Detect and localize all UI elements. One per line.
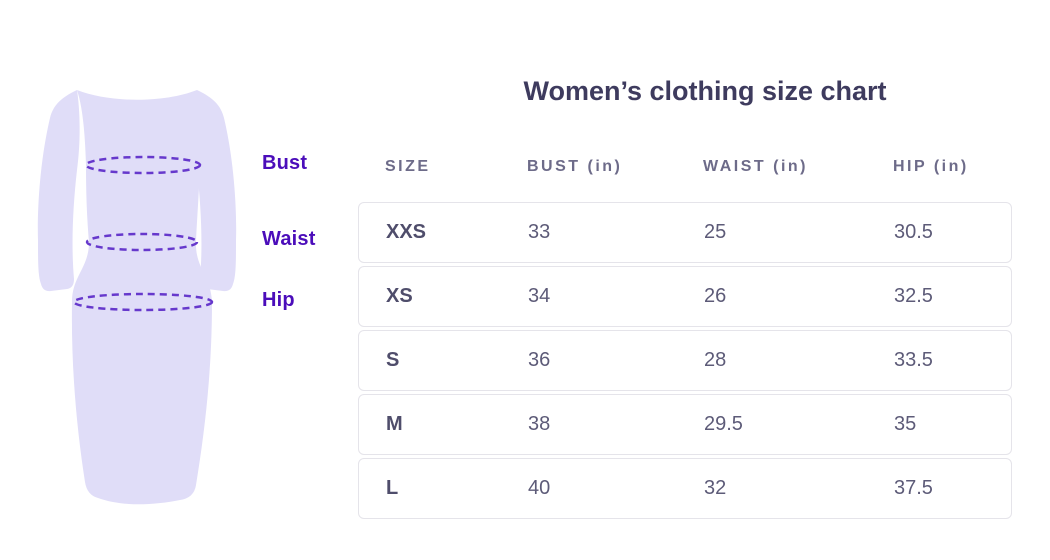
hip-measure-ellipse: [72, 292, 214, 312]
hip-cell: 33.5: [894, 349, 933, 371]
waist-cell: 25: [704, 221, 727, 243]
size-cell: XS: [386, 285, 413, 307]
header-waist: WAIST (in): [703, 158, 808, 175]
size-cell: L: [386, 477, 399, 499]
waist-cell: 28: [704, 349, 727, 371]
table-row: M 38 29.5 35: [358, 394, 1012, 455]
header-hip: HIP (in): [893, 158, 969, 175]
waist-cell: 32: [704, 477, 727, 499]
header-bust: BUST (in): [527, 158, 623, 175]
size-table-body: XXS 33 25 30.5 XS 34 26 32.5 S 36 28 33.…: [358, 202, 1012, 522]
dress-left-sleeve: [37, 90, 80, 292]
bust-label: Bust: [262, 152, 308, 174]
hip-cell: 35: [894, 413, 917, 435]
page-title: Women’s clothing size chart: [523, 76, 887, 106]
hip-cell: 37.5: [894, 477, 933, 499]
bust-cell: 33: [528, 221, 551, 243]
size-cell: XXS: [386, 221, 427, 243]
table-row: XXS 33 25 30.5: [358, 202, 1012, 263]
size-cell: S: [386, 349, 400, 371]
hip-cell: 32.5: [894, 285, 933, 307]
bust-measure-ellipse: [84, 155, 202, 175]
bust-cell: 40: [528, 477, 551, 499]
hip-cell: 30.5: [894, 221, 933, 243]
header-size: SIZE: [385, 158, 431, 175]
waist-cell: 29.5: [704, 413, 743, 435]
bust-cell: 34: [528, 285, 551, 307]
waist-measure-ellipse: [85, 232, 199, 252]
size-cell: M: [386, 413, 403, 435]
bust-cell: 36: [528, 349, 551, 371]
hip-label: Hip: [262, 289, 295, 311]
dress-body-silhouette: [71, 90, 212, 505]
size-table-header: SIZE BUST (in) WAIST (in) HIP (in): [358, 158, 1012, 176]
table-row: L 40 32 37.5: [358, 458, 1012, 519]
table-row: XS 34 26 32.5: [358, 266, 1012, 327]
dress-right-sleeve: [194, 90, 237, 292]
waist-cell: 26: [704, 285, 727, 307]
waist-label: Waist: [262, 228, 316, 250]
bust-cell: 38: [528, 413, 551, 435]
table-row: S 36 28 33.5: [358, 330, 1012, 391]
dress-illustration: [37, 90, 237, 505]
